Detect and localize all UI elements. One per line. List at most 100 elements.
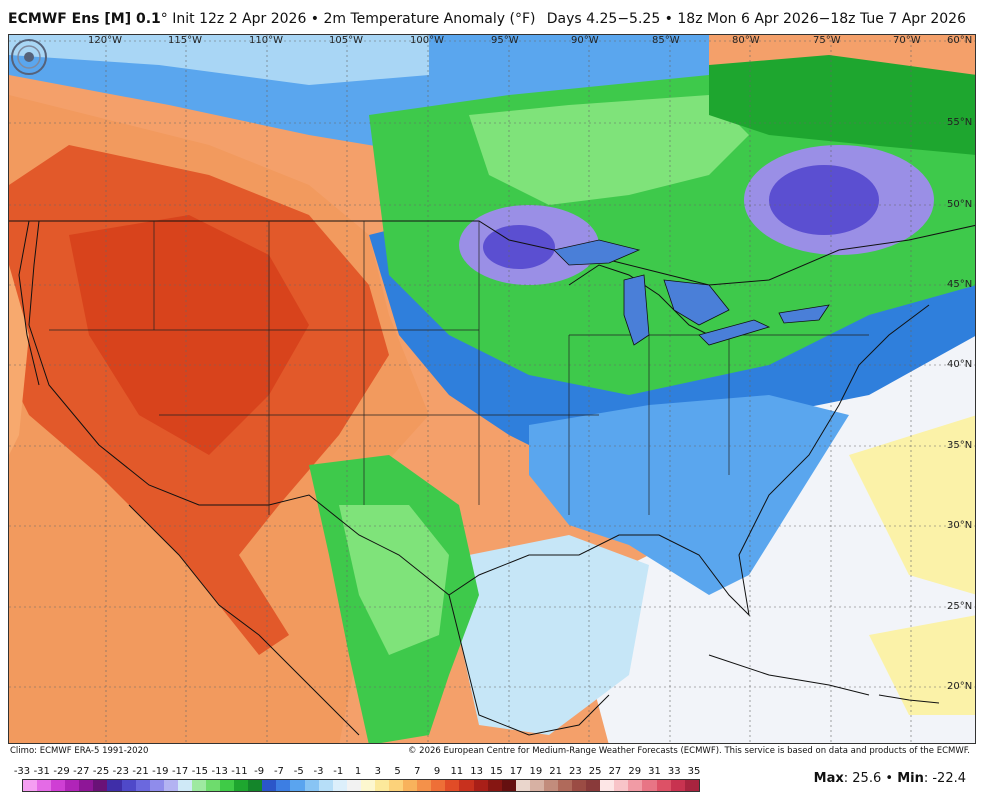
colorbar-swatch (628, 780, 643, 791)
lon-label: 70°W (893, 35, 921, 46)
colorbar-swatch (670, 780, 685, 791)
lat-label: 45°N (947, 279, 973, 290)
climatology-note: Climo: ECMWF ERA-5 1991-2020 (10, 746, 149, 756)
colorbar-label: -27 (73, 766, 90, 777)
great-basin-peak (69, 215, 309, 455)
colorbar-label: 23 (569, 766, 582, 777)
colorbar-label: 33 (667, 766, 681, 777)
colorbar-swatch (234, 780, 249, 791)
colorbar-swatch (346, 780, 361, 791)
caribbean-yellow (869, 615, 975, 715)
colorbar-label: 19 (529, 766, 543, 777)
colorbar-swatch (332, 780, 347, 791)
colorbar-swatch (206, 780, 221, 791)
lon-label: 100°W (410, 35, 444, 46)
colorbar-swatch (37, 780, 52, 791)
colorbar-label: -33 (13, 766, 31, 777)
colorbar-swatch (389, 780, 404, 791)
lat-label: 60°N (947, 35, 973, 46)
colorbar-swatch (543, 780, 558, 791)
colorbar-swatch (557, 780, 573, 791)
colorbar-swatch (600, 780, 615, 791)
min-label: Min (897, 771, 924, 786)
colorbar-swatch (23, 780, 38, 791)
colorbar-swatch (586, 780, 601, 791)
lon-label: 120°W (88, 35, 122, 46)
colorbar-label: -19 (152, 766, 169, 777)
hispaniola (878, 694, 940, 704)
colorbar-label: 27 (608, 766, 622, 777)
lon-label: 85°W (652, 35, 680, 46)
weatherbell-logo (11, 39, 47, 75)
lon-label: 90°W (571, 35, 599, 46)
colorbar-swatch (149, 780, 164, 791)
colorbar-label: 11 (450, 766, 464, 777)
colorbar-swatch (220, 780, 235, 791)
colorbar-swatch (459, 780, 474, 791)
colorbar-swatch (403, 780, 418, 791)
lon-label: 75°W (813, 35, 841, 46)
colorbar-label: 1 (354, 766, 362, 777)
colorbar-label: -21 (132, 766, 149, 777)
max-value: 25.6 (852, 771, 882, 786)
green-light-zone (469, 95, 749, 205)
lon-label: 95°W (491, 35, 519, 46)
lon-label: 80°W (732, 35, 760, 46)
cuba (708, 654, 870, 696)
colorbar-label: -15 (191, 766, 209, 777)
temperature-anomaly-map: 120°W 115°W 110°W 105°W 100°W 95°W 90°W 85°W 80°… (8, 34, 976, 744)
colorbar-label: -3 (313, 766, 324, 777)
colorbar-swatch (431, 780, 446, 791)
max-label: Max (813, 771, 844, 786)
lon-label: 105°W (329, 35, 363, 46)
colorbar-label: 35 (687, 766, 701, 777)
colorbar-swatch (614, 780, 629, 791)
graticule (9, 35, 975, 743)
colorbar-swatch (374, 780, 390, 791)
colorbar-label: -25 (92, 766, 110, 777)
colorbar-swatch (65, 780, 80, 791)
colorbar-swatch (93, 780, 108, 791)
colorbar-label: 7 (414, 766, 421, 777)
pacific-coast (18, 220, 40, 386)
political-boundaries (9, 220, 975, 736)
map-canvas (9, 35, 975, 743)
colorbar-label: -29 (53, 766, 70, 777)
colorbar-label: 5 (394, 766, 401, 777)
colorbar-label: -31 (33, 766, 50, 777)
colorbar-swatch (79, 780, 94, 791)
lat-label: 50°N (947, 199, 973, 210)
degree-mark: ° (160, 11, 168, 27)
valid-period: Days 4.25−5.25 • 18z Mon 6 Apr 2026−18z … (546, 11, 966, 27)
colorbar-label: 15 (489, 766, 503, 777)
atlantic-yellow (849, 415, 975, 595)
colorbar-labels: -33 -31 -29 -27 -25 -23 -21 -19 -17 -15 -13 -11 -9 -7… (14, 766, 704, 778)
min-value: -22.4 (932, 771, 966, 786)
colorbar-label: 9 (433, 766, 441, 777)
colorbar-swatch (290, 780, 305, 791)
colorbar-swatch (248, 780, 263, 791)
colorbar-swatch (529, 780, 544, 791)
colorbar-swatch (642, 780, 657, 791)
lat-label: 25°N (947, 601, 973, 612)
lon-label: 110°W (249, 35, 283, 46)
colorbar-swatch (262, 780, 277, 791)
state-lines (49, 221, 869, 515)
colorbar-swatch (445, 780, 460, 791)
map-title: ECMWF Ens [M] 0.1° Init 12z 2 Apr 2026 •… (8, 11, 535, 27)
lat-label: 30°N (947, 520, 973, 531)
colorbar-label: -17 (171, 766, 189, 777)
init-label: Init 12z 2 Apr 2026 • 2m Temperature Ano… (172, 11, 536, 27)
colorbar-label: 29 (628, 766, 642, 777)
colorbar-label: -13 (211, 766, 228, 777)
great-lakes (553, 239, 830, 346)
colorbar-swatch (135, 780, 150, 791)
colorbar-label: -5 (293, 766, 304, 777)
mexico-gulf-coast (448, 594, 610, 736)
lon-label: 115°W (168, 35, 202, 46)
colorbar-swatch (473, 780, 488, 791)
east-gulf-coast (448, 304, 930, 617)
lat-label: 35°N (947, 440, 973, 451)
texas-mexico-green-light (339, 505, 449, 655)
separator: • (885, 771, 894, 786)
